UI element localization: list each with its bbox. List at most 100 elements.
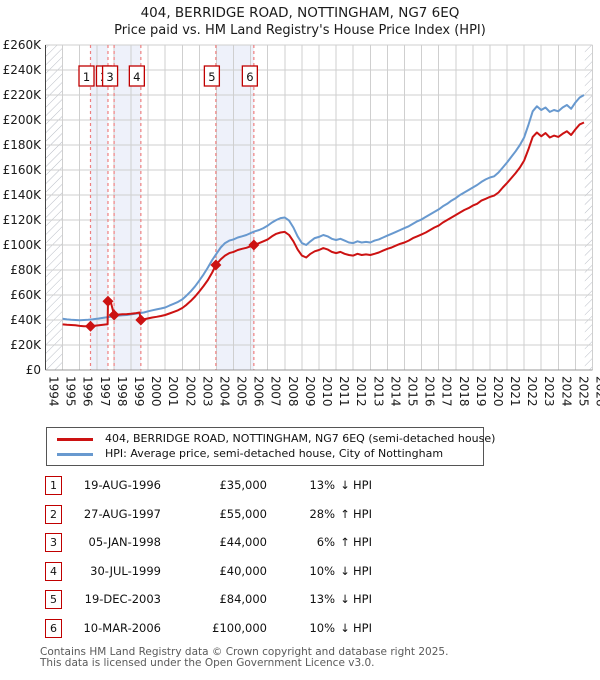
x-tick-label: 2021 (508, 376, 522, 407)
y-tick-label: £20K (10, 338, 42, 352)
page-subtitle: Price paid vs. HM Land Registry's House … (114, 23, 486, 38)
transaction-hpi-ref: HPI (353, 620, 372, 635)
no-data-hatch (45, 45, 63, 370)
x-tick-label: 1994 (47, 376, 61, 407)
x-tick-label: 2003 (200, 376, 214, 407)
transaction-date: 19-DEC-2003 (84, 592, 161, 606)
y-tick-label: £260K (3, 38, 43, 52)
x-tick-label: 2017 (440, 376, 454, 407)
ownership-period-band (215, 45, 254, 370)
transaction-hpi-delta-arrow-icon: ↑ (340, 535, 350, 549)
transaction-number-box (101, 65, 119, 87)
transaction-date: 27-AUG-1997 (83, 506, 161, 521)
transaction-marker (135, 314, 147, 326)
legend-item-hpi: HPI: Average price, semi-detached house,… (47, 447, 483, 462)
y-tick-label: £120K (3, 213, 43, 227)
x-tick-label: 2016 (423, 376, 437, 407)
transaction-number-badge: 6 (45, 618, 62, 638)
x-tick-label: 2006 (252, 376, 266, 407)
transaction-number: 3 (106, 70, 113, 84)
legend-label: 404, BERRIDGE ROAD, NOTTINGHAM, NG7 6EQ … (105, 432, 496, 445)
transaction-number-badge: 4 (45, 561, 62, 581)
y-tick-label: £160K (3, 163, 43, 177)
x-tick-label: 2023 (542, 376, 556, 407)
transaction-hpi-ref: HPI (353, 535, 372, 549)
y-tick-label: £140K (3, 188, 43, 202)
price-line-swatch (57, 438, 93, 441)
transaction-marker (108, 309, 120, 321)
transaction-hpi-delta-arrow-icon: ↓ (340, 620, 350, 635)
transaction-number: 5 (208, 70, 215, 84)
x-tick-label: 2022 (525, 376, 539, 407)
transaction-row: 1 19-AUG-1996 £35,000 13% ↓ HPI (0, 476, 600, 498)
transaction-number-box (128, 65, 145, 87)
x-tick-label: 2010 (320, 376, 334, 407)
page-title: 404, BERRIDGE ROAD, NOTTINGHAM, NG7 6EQ (140, 5, 460, 21)
transaction-hpi-delta-arrow-icon: ↑ (340, 506, 350, 521)
no-data-hatch (584, 45, 593, 370)
transaction-number: 4 (133, 70, 140, 84)
x-tick-label: 2000 (149, 376, 163, 407)
x-tick-label: 2007 (269, 376, 283, 407)
transaction-number: 1 (83, 70, 90, 84)
transaction-number-badge: 2 (45, 504, 62, 524)
transaction-marker (248, 239, 260, 251)
x-tick-label: 2015 (405, 376, 419, 407)
transaction-hpi-delta-pct: 10% (309, 563, 335, 578)
transaction-row: 3 05-JAN-1998 £44,000 6% ↑ HPI (0, 533, 600, 555)
y-tick-label: £180K (3, 138, 43, 152)
hpi-line (62, 94, 585, 322)
copyright-line: Contains HM Land Registry data © Crown c… (40, 646, 449, 658)
x-tick-label: 2004 (217, 376, 231, 407)
transaction-number-badge: 3 (45, 533, 62, 552)
transaction-row: 5 19-DEC-2003 £84,000 13% ↓ HPI (0, 590, 600, 612)
transaction-price: £84,000 (219, 592, 267, 606)
transaction-number-badge: 1 (45, 476, 62, 495)
x-tick-label: 2025 (576, 376, 590, 407)
y-tick-label: £220K (3, 88, 43, 102)
transaction-date: 05-JAN-1998 (88, 535, 162, 549)
x-tick-label: 1995 (64, 376, 78, 407)
licence-line: This data is licensed under the Open Gov… (40, 657, 375, 669)
x-tick-label: 2008 (286, 376, 300, 407)
x-tick-label: 1997 (98, 376, 112, 407)
transaction-hpi-delta-arrow-icon: ↓ (340, 592, 350, 606)
transaction-marker (210, 259, 222, 271)
transaction-price: £100,000 (212, 620, 267, 635)
transaction-date: 19-AUG-1996 (83, 478, 161, 492)
x-tick-label: 2019 (474, 376, 488, 407)
x-tick-label: 2005 (235, 376, 249, 407)
transaction-hpi-delta-arrow-icon: ↓ (340, 478, 350, 492)
legend-item-price-paid: 404, BERRIDGE ROAD, NOTTINGHAM, NG7 6EQ … (47, 432, 495, 447)
transaction-hpi-delta-pct: 10% (309, 620, 335, 635)
x-tick-label: 2014 (388, 376, 402, 407)
x-tick-label: 2020 (491, 376, 505, 407)
x-tick-label: 1999 (132, 376, 146, 407)
transaction-hpi-ref: HPI (353, 478, 372, 492)
transaction-hpi-delta-arrow-icon: ↓ (340, 563, 350, 578)
y-tick-label: £200K (3, 113, 43, 127)
chart-legend: 404, BERRIDGE ROAD, NOTTINGHAM, NG7 6EQ … (46, 427, 495, 466)
transaction-row: 2 27-AUG-1997 £55,000 28% ↑ HPI (0, 504, 600, 527)
y-tick-label: £60K (10, 288, 42, 302)
x-tick-label: 2018 (457, 376, 471, 407)
y-tick-label: £100K (3, 238, 43, 252)
x-tick-label: 2011 (337, 376, 351, 407)
transaction-hpi-delta-pct: 13% (309, 478, 335, 492)
transaction-hpi-delta-pct: 13% (309, 592, 335, 606)
transaction-number: 6 (246, 70, 253, 84)
transaction-hpi-delta-pct: 28% (309, 506, 335, 521)
x-tick-label: 2024 (559, 376, 573, 407)
x-tick-label: 2009 (303, 376, 317, 407)
transaction-price: £40,000 (219, 563, 267, 578)
transaction-row: 6 10-MAR-2006 £100,000 10% ↓ HPI (0, 618, 600, 641)
ownership-period-band (90, 45, 108, 370)
legend-label: HPI: Average price, semi-detached house,… (105, 447, 444, 460)
x-tick-label: 2001 (166, 376, 180, 407)
transaction-date: 30-JUL-1999 (90, 563, 161, 578)
y-tick-label: £0 (26, 363, 41, 377)
x-tick-label: 2002 (183, 376, 197, 407)
transaction-marker (102, 295, 114, 307)
transaction-hpi-ref: HPI (353, 592, 372, 606)
